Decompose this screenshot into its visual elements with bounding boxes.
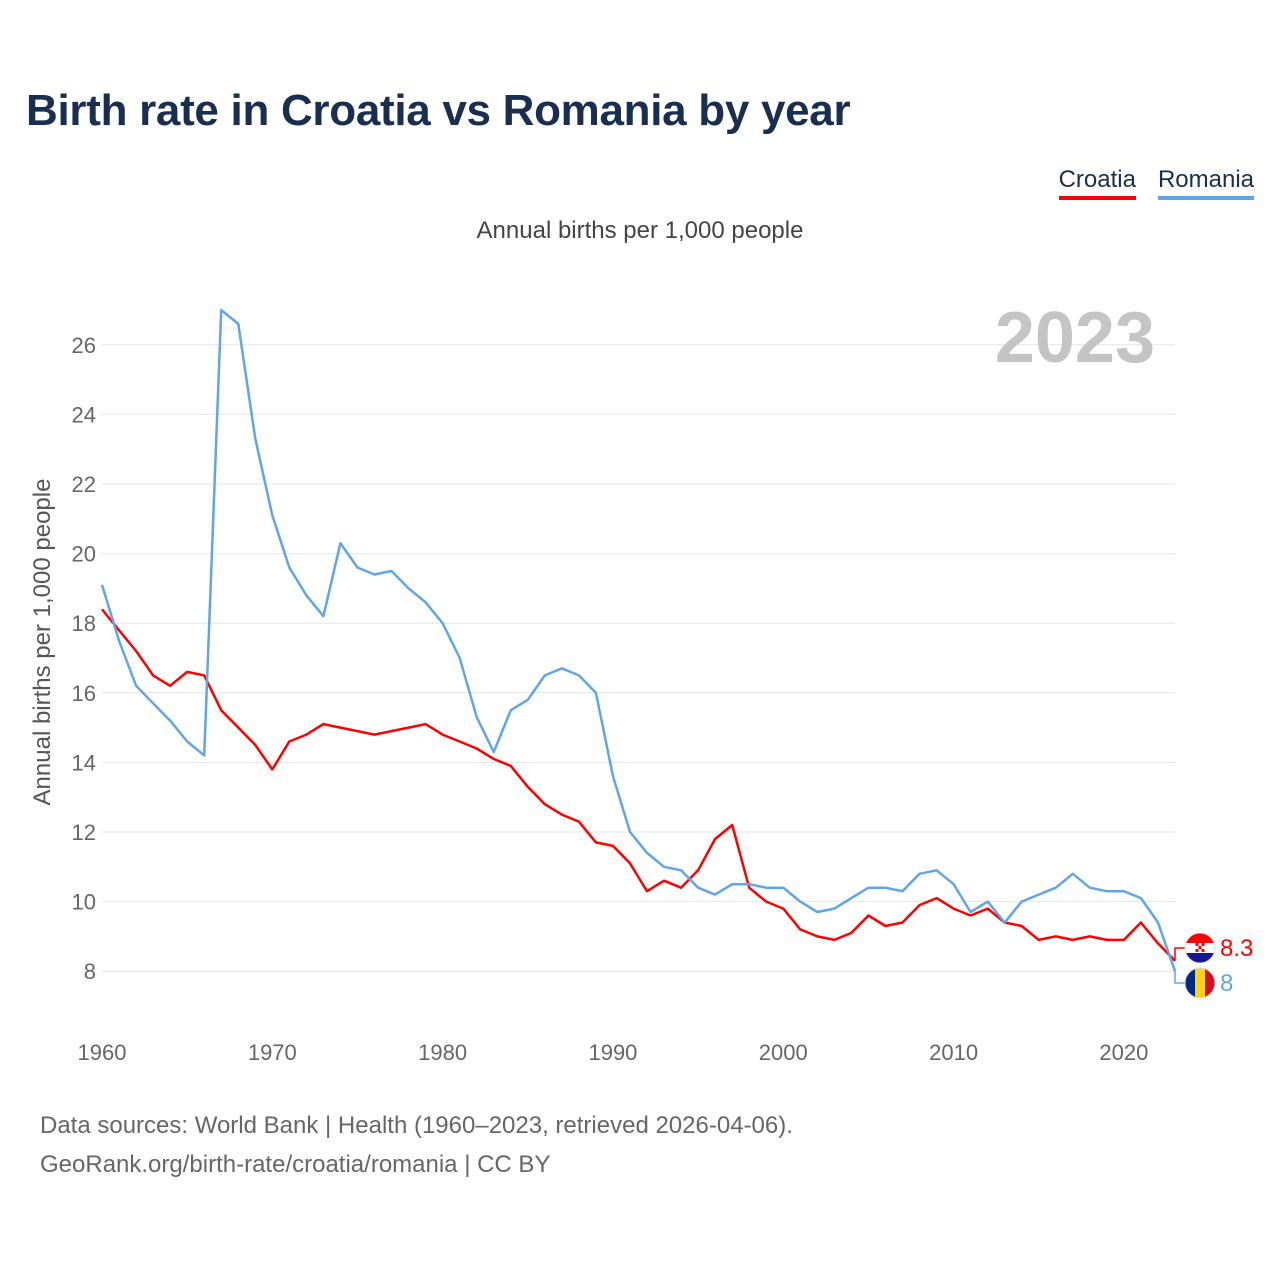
y-tick-label: 10 <box>72 890 96 915</box>
x-tick-label: 2010 <box>929 1040 978 1065</box>
end-connector-croatia <box>1174 947 1185 961</box>
y-axis-ticks: 8 10 12 14 16 18 20 22 24 26 <box>72 333 96 984</box>
end-value-label-romania: 8 <box>1220 970 1233 997</box>
legend: Croatia Romania <box>1058 166 1254 200</box>
y-axis-label: Annual births per 1,000 people <box>29 479 56 806</box>
y-tick-label: 18 <box>72 611 96 636</box>
x-tick-label: 1990 <box>588 1040 637 1065</box>
end-connector-romania <box>1174 971 1185 984</box>
y-tick-label: 14 <box>72 750 96 775</box>
end-markers: 8.38 <box>1174 932 1253 999</box>
gridlines <box>102 344 1175 972</box>
legend-item-croatia[interactable]: Croatia <box>1058 166 1136 200</box>
y-tick-label: 20 <box>72 542 96 567</box>
legend-item-romania[interactable]: Romania <box>1157 166 1254 200</box>
y-tick-label: 22 <box>72 472 96 497</box>
romania-flag-icon <box>1184 967 1216 999</box>
series-line-croatia[interactable] <box>101 608 1176 962</box>
footer-credit[interactable]: GeoRank.org/birth-rate/croatia/romania |… <box>40 1151 551 1178</box>
y-tick-label: 12 <box>72 820 96 845</box>
x-tick-label: 1970 <box>248 1040 297 1065</box>
footer-sources: Data sources: World Bank | Health (1960–… <box>40 1112 793 1139</box>
x-axis-ticks: 1960 1970 1980 1990 2000 2010 2020 <box>78 1040 1149 1065</box>
end-value-label-croatia: 8.3 <box>1220 935 1253 962</box>
x-tick-label: 2000 <box>759 1040 808 1065</box>
x-tick-label: 1960 <box>78 1040 127 1065</box>
y-tick-label: 26 <box>72 333 96 358</box>
croatia-flag-icon <box>1184 932 1216 964</box>
y-tick-label: 8 <box>84 959 96 984</box>
y-tick-label: 16 <box>72 681 96 706</box>
x-tick-label: 2020 <box>1099 1040 1148 1065</box>
chart-subtitle: Annual births per 1,000 people <box>476 217 804 244</box>
chart-title: Birth rate in Croatia vs Romania by year <box>26 86 851 135</box>
series-lines <box>100 308 1177 972</box>
x-tick-label: 1980 <box>418 1040 467 1065</box>
series-line-romania[interactable] <box>100 308 1177 972</box>
year-label: 2023 <box>995 298 1155 378</box>
footer: Data sources: World Bank | Health (1960–… <box>40 1106 793 1184</box>
y-tick-label: 24 <box>72 402 96 427</box>
